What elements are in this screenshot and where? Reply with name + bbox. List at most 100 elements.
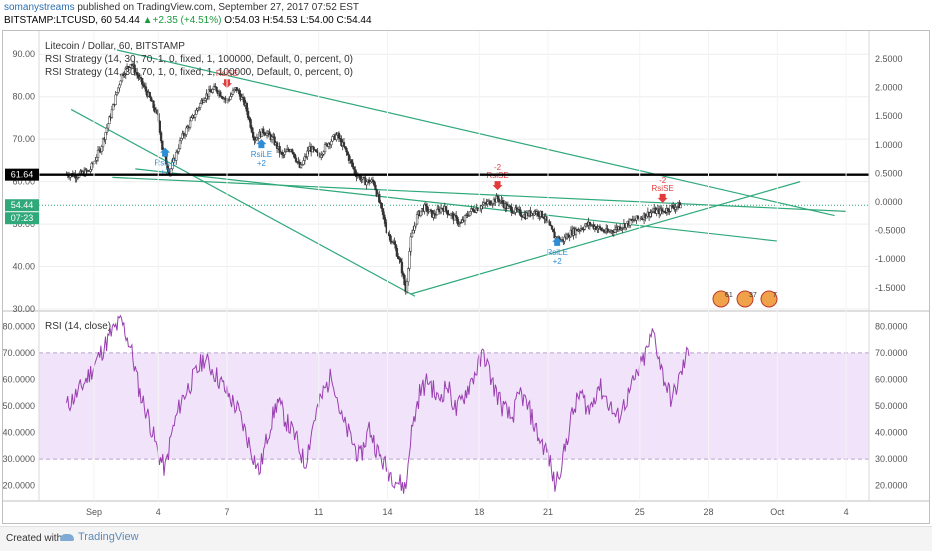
candle-body <box>251 131 255 138</box>
candle-body <box>426 205 429 212</box>
candle-body <box>270 136 274 141</box>
trendline[interactable] <box>410 181 801 295</box>
left-axis-tick: 70.00 <box>12 134 35 144</box>
candle-body <box>395 248 399 257</box>
trendline[interactable] <box>116 49 835 217</box>
candle-body <box>195 109 198 115</box>
candle-body <box>211 89 214 93</box>
right-axis-tick: 1.0000 <box>875 140 903 150</box>
chart-svg[interactable]: RsiSERsiLE+2RsiLE+2-2RsiSERsiLE+2-2RsiSE… <box>2 31 929 523</box>
candle-body <box>331 136 334 142</box>
candle-body <box>381 208 385 216</box>
candle-body <box>323 144 327 152</box>
candle-body <box>455 215 458 218</box>
candle-body <box>553 231 556 239</box>
ohlc-values: O:54.03 H:54.53 L:54.00 C:54.44 <box>224 15 372 26</box>
author-link[interactable]: somanystreams <box>4 2 75 13</box>
candle-body <box>337 132 341 139</box>
candle-body <box>352 166 356 170</box>
rsi-left-tick: 40.0000 <box>3 428 35 438</box>
candle-body <box>679 204 682 209</box>
candle-body <box>444 206 448 211</box>
tradingview-brand[interactable]: TradingView <box>60 531 139 543</box>
buy-arrow-icon[interactable] <box>160 147 171 157</box>
candle-body <box>419 210 423 216</box>
candle-body <box>625 223 628 228</box>
candle-body <box>342 142 346 147</box>
legend-symbol: Litecoin / Dollar, 60, BITSTAMP <box>45 41 185 52</box>
candle-body <box>139 77 143 79</box>
x-axis-tick: 18 <box>474 507 484 517</box>
candle-body <box>291 149 294 153</box>
earnings-flag-icon[interactable] <box>712 290 730 308</box>
candle-body <box>193 114 197 118</box>
horizontal-level-label-bg <box>5 168 39 181</box>
candle-body <box>496 195 499 200</box>
candle-body <box>171 162 174 170</box>
legend-strategy-2: RSI Strategy (14, 30, 70, 1, 0, fixed, 1… <box>45 67 353 78</box>
candle-body <box>250 127 254 133</box>
right-axis-tick: -1.0000 <box>875 254 906 264</box>
candle-body <box>268 131 271 136</box>
badge-count: 37 <box>749 292 757 299</box>
sell-arrow-icon[interactable] <box>657 193 668 203</box>
candle-body <box>302 160 305 165</box>
candle-body <box>209 89 212 92</box>
candle-body <box>119 80 122 86</box>
right-axis-tick: 0.5000 <box>875 168 903 178</box>
right-axis-tick: -1.5000 <box>875 283 906 293</box>
candle-body <box>501 200 504 204</box>
candle-body <box>550 225 554 230</box>
candle-body <box>669 205 672 212</box>
candle-body <box>96 150 100 158</box>
signal-qty: -2 <box>659 176 667 185</box>
candle-body <box>306 150 309 157</box>
x-axis-tick: 4 <box>156 507 161 517</box>
x-axis-tick: 28 <box>703 507 713 517</box>
candle-body <box>110 109 114 118</box>
candle-body <box>115 92 119 96</box>
legend-strategy-1: RSI Strategy (14, 30, 70, 1, 0, fixed, 1… <box>45 54 353 65</box>
candle-body <box>414 223 417 227</box>
publish-info: somanystreams published on TradingView.c… <box>4 2 359 13</box>
candle-body <box>397 256 400 259</box>
candle-body <box>410 232 414 238</box>
right-axis-tick: 1.5000 <box>875 111 903 121</box>
candle-body <box>384 219 387 227</box>
candle-body <box>215 86 218 92</box>
candle-body <box>456 217 459 224</box>
buy-arrow-icon[interactable] <box>256 139 267 149</box>
candle-body <box>202 100 206 103</box>
candle-body <box>265 133 269 136</box>
candle-body <box>292 152 295 155</box>
candle-body <box>178 140 182 149</box>
rsi-left-tick: 20.0000 <box>3 481 35 491</box>
trendline[interactable] <box>70 108 416 297</box>
sell-arrow-icon[interactable] <box>492 181 503 191</box>
price-change: ▲+2.35 (+4.51%) <box>142 15 222 26</box>
rsi-left-tick: 30.0000 <box>3 454 35 464</box>
candle-body <box>402 272 405 276</box>
rsi-pane[interactable]: 80.0000 80.0000 70.0000 70.0000 60.0000 60.00… <box>2 314 908 494</box>
candle-body <box>393 241 396 245</box>
candle-body <box>148 92 151 98</box>
candle-body <box>124 67 127 75</box>
candle-body <box>118 84 121 89</box>
candle-body <box>649 212 652 217</box>
right-axis-tick: 0.0000 <box>875 197 903 207</box>
candle-body <box>238 89 241 95</box>
last-price-label-bg <box>5 199 39 212</box>
candle-body <box>413 225 416 231</box>
left-axis-tick: 90.00 <box>12 49 35 59</box>
rsi-series-line <box>66 314 690 494</box>
signal-label: RsiLE <box>154 159 175 168</box>
earnings-flag-icon[interactable] <box>760 290 778 308</box>
candle-body <box>613 229 617 233</box>
earnings-flag-icon[interactable] <box>736 290 754 308</box>
rsi-right-tick: 70.0000 <box>875 348 908 358</box>
buy-arrow-icon[interactable] <box>552 236 563 246</box>
candle-body <box>510 206 513 213</box>
candle-body <box>161 140 164 150</box>
badge-count: 7 <box>773 292 777 299</box>
